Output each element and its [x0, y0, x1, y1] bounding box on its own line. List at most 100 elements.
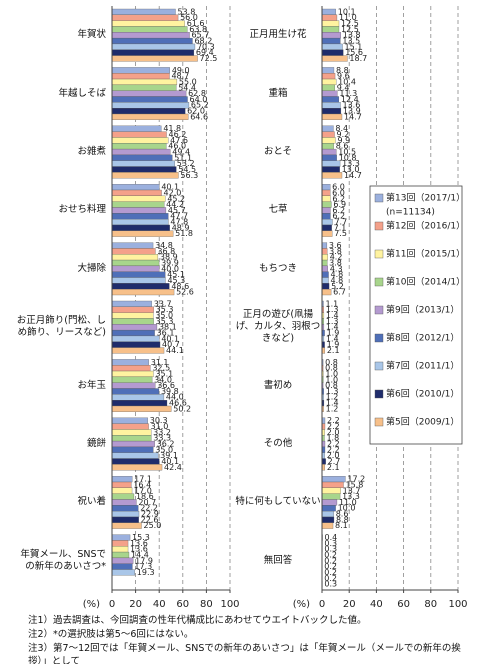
bar: [321, 218, 333, 226]
category-label: 無回答: [263, 554, 293, 566]
value-label: 1.4: [326, 323, 339, 332]
x-tick-label: 60: [397, 599, 410, 610]
value-label: 47.6: [170, 136, 188, 145]
value-label: 64.0: [190, 95, 208, 104]
value-label: 2.0: [327, 451, 340, 460]
value-label: 17.1: [134, 475, 152, 484]
value-label: 13.0: [342, 165, 360, 174]
value-label: 10.5: [338, 148, 356, 157]
x-tick-label: 0: [109, 599, 115, 610]
value-label: 6.7: [333, 288, 346, 297]
value-label: 46.2: [169, 130, 187, 139]
bar: [111, 382, 156, 389]
bar: [321, 510, 334, 518]
legend-label: 第6回（2010/1）: [386, 388, 459, 400]
value-label: 4.8: [331, 276, 344, 285]
legend-label: 第5回（2009/1）: [386, 416, 459, 428]
value-label: 64.6: [190, 112, 208, 121]
value-label: 1.9: [327, 329, 340, 338]
value-label: 31.1: [151, 358, 169, 367]
value-label: 2.7: [328, 457, 341, 466]
bar: [111, 359, 149, 366]
bar: [321, 90, 338, 97]
bar: [321, 476, 346, 483]
value-label: 0.2: [324, 550, 337, 559]
x-tick-label: 80: [200, 599, 213, 610]
bar: [111, 569, 135, 576]
value-label: 0.2: [324, 574, 337, 583]
value-label: 61.6: [187, 19, 205, 28]
value-label: 11.0: [339, 13, 357, 22]
bar: [111, 218, 169, 226]
value-label: 1.9: [327, 340, 340, 349]
bar: [111, 201, 165, 208]
bar: [321, 230, 333, 237]
value-label: 40.0: [161, 264, 179, 273]
value-label: 4.3: [330, 264, 343, 273]
bar: [111, 487, 133, 494]
value-label: 8.1: [335, 521, 348, 530]
value-label: 33.3: [153, 434, 171, 443]
bar: [111, 388, 160, 395]
bar: [321, 96, 340, 103]
value-label: 13.6: [130, 545, 148, 554]
value-label: 15.1: [345, 42, 363, 51]
value-label: 36.1: [157, 329, 175, 338]
bar: [111, 143, 167, 150]
bar: [321, 102, 341, 109]
value-label: 10.8: [339, 153, 357, 162]
legend-note: (n=11134): [386, 208, 435, 218]
bar: [111, 312, 154, 319]
legend-swatch: [374, 249, 384, 259]
value-label: 2.0: [327, 428, 340, 437]
value-label: 13.8: [343, 31, 361, 40]
bar: [111, 376, 153, 383]
bar: [111, 510, 140, 518]
value-label: 11.3: [339, 89, 357, 98]
bar: [111, 429, 152, 436]
bar: [111, 14, 179, 21]
value-label: 15.8: [345, 480, 363, 489]
x-tick-label: 40: [153, 599, 166, 610]
value-label: 12.5: [341, 25, 359, 34]
bar: [111, 26, 188, 33]
x-axis-label: (%): [293, 599, 310, 610]
bar: [321, 20, 340, 27]
value-label: 1.3: [326, 317, 339, 326]
value-label: 39.1: [160, 451, 178, 460]
bar: [111, 184, 160, 191]
value-label: 34.8: [155, 241, 173, 250]
value-label: 65.7: [192, 31, 210, 40]
value-label: 14.7: [344, 112, 362, 121]
category-label: 年越しそば: [58, 87, 106, 99]
bar: [321, 189, 331, 196]
bar: [111, 248, 156, 255]
value-label: 1.0: [325, 375, 338, 384]
value-label: 25.0: [144, 521, 162, 530]
bar: [111, 265, 160, 272]
value-label: 22.2: [140, 504, 158, 513]
bar: [111, 43, 196, 50]
value-label: 72.5: [200, 54, 218, 63]
legend-label: 第9回（2013/1）: [386, 304, 459, 316]
bar: [321, 32, 341, 39]
bar: [321, 125, 334, 132]
bar: [111, 20, 185, 27]
value-label: 6.0: [332, 188, 345, 197]
value-label: 6.2: [332, 212, 345, 221]
value-label: 13.3: [342, 492, 360, 501]
bar: [111, 289, 175, 296]
bar: [111, 534, 131, 541]
legend-swatch: [374, 333, 384, 343]
value-label: 44.1: [166, 346, 184, 355]
value-label: 56.0: [180, 13, 198, 22]
bar: [111, 195, 166, 202]
bar: [321, 49, 344, 56]
bar: [111, 283, 170, 290]
value-label: 19.3: [137, 568, 155, 577]
value-label: 8.4: [335, 124, 348, 133]
bar: [111, 417, 148, 424]
x-tick-label: 0: [319, 599, 325, 610]
legend-swatch: [374, 305, 384, 315]
